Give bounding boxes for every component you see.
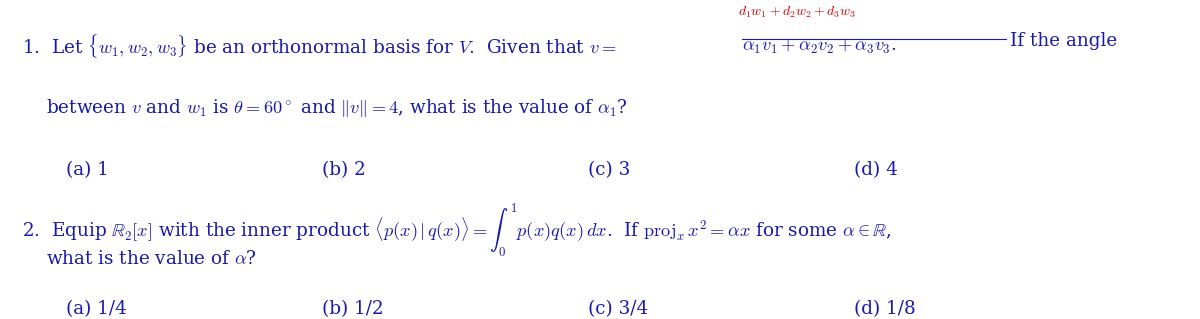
Text: (b) 1/2: (b) 1/2 <box>322 300 383 318</box>
Text: (c) 3/4: (c) 3/4 <box>588 300 648 318</box>
Text: (b) 2: (b) 2 <box>322 161 365 179</box>
Text: If the angle: If the angle <box>1010 32 1117 50</box>
Text: (d) 1/8: (d) 1/8 <box>854 300 916 318</box>
Text: what is the value of $\alpha$?: what is the value of $\alpha$? <box>46 250 257 268</box>
Text: (a) 1: (a) 1 <box>66 161 109 179</box>
Text: (d) 4: (d) 4 <box>854 161 899 179</box>
Text: between $v$ and $w_1$ is $\theta = 60^\circ$ and $\|v\| = 4$, what is the value : between $v$ and $w_1$ is $\theta = 60^\c… <box>46 97 628 119</box>
Text: $d_1 w_1 + d_2 w_2 + d_3 w_3$: $d_1 w_1 + d_2 w_2 + d_3 w_3$ <box>738 5 856 20</box>
Text: $\alpha_1 v_1 + \alpha_2 v_2 + \alpha_3 v_3$.: $\alpha_1 v_1 + \alpha_2 v_2 + \alpha_3 … <box>742 38 896 56</box>
Text: (a) 1/4: (a) 1/4 <box>66 300 127 318</box>
Text: (c) 3: (c) 3 <box>588 161 630 179</box>
Text: 2.  Equip $\mathbb{R}_2[x]$ with the inner product $\langle p(x)\,|\,q(x)\rangle: 2. Equip $\mathbb{R}_2[x]$ with the inne… <box>22 201 892 259</box>
Text: 1.  Let $\{w_1, w_2, w_3\}$ be an orthonormal basis for $V$.  Given that $v =$: 1. Let $\{w_1, w_2, w_3\}$ be an orthono… <box>22 32 616 60</box>
